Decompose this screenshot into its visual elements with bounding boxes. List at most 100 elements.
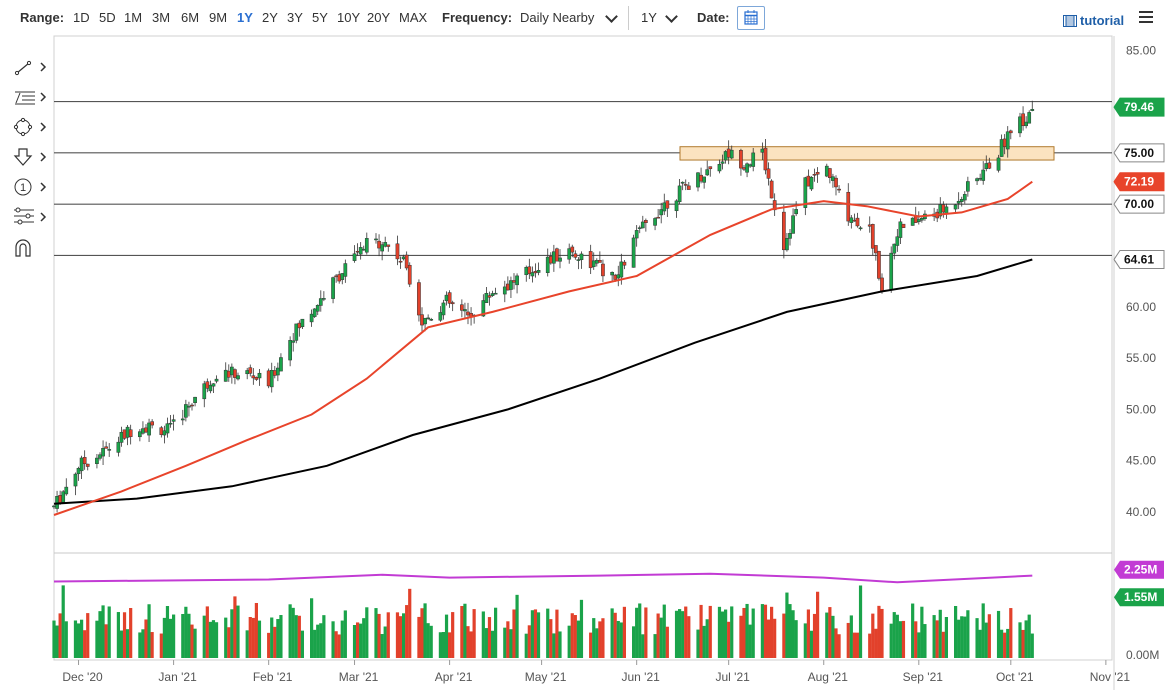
candle[interactable] bbox=[892, 243, 897, 254]
candle[interactable] bbox=[533, 271, 538, 274]
candle[interactable] bbox=[272, 370, 277, 376]
candle[interactable] bbox=[920, 218, 924, 221]
candle[interactable] bbox=[352, 253, 357, 261]
candle[interactable] bbox=[855, 217, 860, 227]
candle[interactable] bbox=[981, 169, 986, 181]
candle[interactable] bbox=[322, 298, 326, 300]
period-dropdown[interactable]: 1Y bbox=[641, 10, 657, 25]
candle[interactable] bbox=[558, 257, 562, 262]
candle[interactable] bbox=[956, 200, 961, 204]
fib-tool-icon[interactable] bbox=[15, 91, 47, 105]
candle[interactable] bbox=[125, 426, 130, 438]
candle[interactable] bbox=[294, 323, 299, 341]
candle[interactable] bbox=[996, 157, 1001, 171]
candle[interactable] bbox=[601, 263, 605, 277]
candle[interactable] bbox=[898, 221, 903, 238]
candle[interactable] bbox=[147, 422, 151, 436]
candle[interactable] bbox=[598, 260, 602, 263]
candle[interactable] bbox=[644, 220, 648, 223]
candle[interactable] bbox=[180, 418, 185, 421]
candle[interactable] bbox=[705, 169, 710, 176]
candle[interactable] bbox=[383, 242, 388, 247]
candle[interactable] bbox=[487, 295, 492, 298]
candle[interactable] bbox=[742, 167, 746, 170]
candle[interactable] bbox=[653, 218, 657, 226]
candle[interactable] bbox=[1002, 138, 1007, 147]
candle[interactable] bbox=[55, 496, 59, 509]
candle[interactable] bbox=[364, 238, 369, 253]
candle[interactable] bbox=[279, 357, 283, 372]
candle[interactable] bbox=[64, 486, 69, 495]
candle[interactable] bbox=[230, 366, 234, 376]
range-1m[interactable]: 1M bbox=[124, 10, 143, 25]
candle[interactable] bbox=[429, 318, 434, 321]
resistance-zone[interactable] bbox=[679, 146, 1055, 161]
candle[interactable] bbox=[889, 252, 894, 291]
candle[interactable] bbox=[858, 227, 863, 230]
candle[interactable] bbox=[334, 275, 338, 278]
candle[interactable] bbox=[374, 238, 378, 241]
candle[interactable] bbox=[680, 181, 685, 184]
candle[interactable] bbox=[248, 367, 253, 374]
candle[interactable] bbox=[404, 254, 409, 269]
candle[interactable] bbox=[398, 260, 403, 263]
candle[interactable] bbox=[782, 211, 786, 251]
candle[interactable] bbox=[119, 431, 124, 443]
candle[interactable] bbox=[309, 313, 314, 323]
candle[interactable] bbox=[552, 251, 556, 264]
candle[interactable] bbox=[1021, 113, 1025, 126]
candle[interactable] bbox=[300, 318, 305, 327]
candle[interactable] bbox=[205, 381, 210, 389]
candle[interactable] bbox=[545, 256, 550, 273]
candle[interactable] bbox=[128, 429, 133, 438]
candle[interactable] bbox=[1005, 131, 1010, 150]
candle[interactable] bbox=[953, 204, 958, 210]
candle[interactable] bbox=[760, 148, 765, 153]
candle[interactable] bbox=[76, 467, 81, 475]
candle[interactable] bbox=[288, 340, 292, 361]
candle[interactable] bbox=[999, 139, 1004, 157]
candle[interactable] bbox=[659, 209, 664, 216]
candle[interactable] bbox=[223, 369, 228, 382]
candle[interactable] bbox=[502, 286, 507, 295]
candle[interactable] bbox=[634, 230, 639, 239]
candle[interactable] bbox=[594, 260, 599, 264]
candle[interactable] bbox=[450, 302, 455, 305]
candle[interactable] bbox=[1030, 109, 1035, 111]
candle[interactable] bbox=[613, 274, 618, 280]
candle[interactable] bbox=[555, 248, 559, 262]
candle[interactable] bbox=[769, 180, 774, 199]
candle[interactable] bbox=[104, 446, 108, 449]
candle[interactable] bbox=[61, 491, 66, 503]
candle[interactable] bbox=[622, 261, 627, 266]
candle[interactable] bbox=[984, 163, 989, 170]
range-1d[interactable]: 1D bbox=[73, 10, 90, 25]
range-max[interactable]: MAX bbox=[399, 10, 428, 25]
candle[interactable] bbox=[874, 245, 878, 254]
candle[interactable] bbox=[184, 404, 188, 418]
candle[interactable] bbox=[656, 216, 660, 219]
candle[interactable] bbox=[570, 246, 575, 253]
candle[interactable] bbox=[588, 251, 593, 269]
candle[interactable] bbox=[297, 322, 302, 329]
candle[interactable] bbox=[941, 204, 946, 213]
candle[interactable] bbox=[251, 375, 256, 379]
candle[interactable] bbox=[337, 274, 342, 282]
candle[interactable] bbox=[460, 304, 464, 311]
candle[interactable] bbox=[79, 457, 84, 472]
candle[interactable] bbox=[484, 292, 489, 303]
candle[interactable] bbox=[910, 217, 915, 226]
candle[interactable] bbox=[763, 147, 768, 171]
candle[interactable] bbox=[380, 244, 384, 252]
candle[interactable] bbox=[616, 274, 621, 279]
candle[interactable] bbox=[168, 422, 173, 425]
candle[interactable] bbox=[809, 176, 814, 190]
candle[interactable] bbox=[794, 209, 798, 215]
candle[interactable] bbox=[739, 150, 743, 169]
candle[interactable] bbox=[331, 277, 335, 299]
candle[interactable] bbox=[591, 260, 596, 267]
candle[interactable] bbox=[512, 280, 516, 283]
candle[interactable] bbox=[226, 370, 231, 378]
candle[interactable] bbox=[788, 233, 792, 239]
